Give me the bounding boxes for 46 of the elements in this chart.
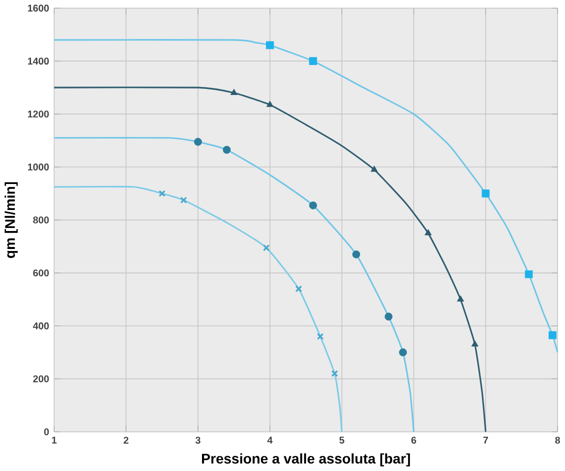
point (222, 146, 231, 154)
y-tick-label: 600 (33, 269, 49, 276)
point (180, 196, 188, 204)
line-series (53, 136, 415, 433)
x-axis-title: Pressione a valle assoluta [bar] (202, 453, 410, 466)
point (352, 250, 360, 258)
y-tick-label: 800 (33, 216, 49, 224)
line-series (53, 39, 558, 354)
point (309, 57, 317, 65)
point (384, 312, 393, 321)
point (230, 88, 238, 95)
y-axis-title: qm [Nl/min] (4, 182, 18, 258)
x-tick-label: 1 (52, 436, 57, 444)
y-tick-label: 1400 (28, 58, 49, 65)
point (370, 166, 378, 172)
point (316, 333, 324, 340)
x-tick-label: 5 (339, 436, 344, 444)
x-tick-label: 3 (195, 436, 200, 444)
point (471, 340, 478, 346)
y-tick-label: 400 (32, 322, 49, 330)
x-tick-label: 6 (411, 436, 416, 444)
x-tick-label: 8 (555, 436, 560, 444)
point (399, 348, 407, 356)
x-tick-label: 2 (124, 436, 128, 444)
point (266, 100, 274, 107)
point (262, 244, 270, 252)
point (548, 331, 556, 340)
point (331, 370, 338, 377)
point (309, 201, 317, 210)
x-tick-label: 7 (483, 436, 488, 444)
point (524, 270, 533, 278)
point (158, 190, 166, 197)
y-tick-label: 0 (44, 428, 49, 436)
line-series (53, 186, 343, 433)
y-tick-label: 1600 (28, 4, 49, 12)
y-tick-label: 200 (33, 375, 49, 382)
line-series (53, 86, 486, 433)
point (457, 295, 464, 302)
point (266, 41, 274, 50)
x-tick-label: 4 (267, 436, 273, 444)
y-tick-label: 1000 (28, 164, 49, 170)
point (194, 138, 202, 146)
point (295, 285, 302, 292)
y-tick-label: 1200 (28, 110, 49, 118)
point (482, 190, 490, 198)
point (424, 229, 432, 236)
